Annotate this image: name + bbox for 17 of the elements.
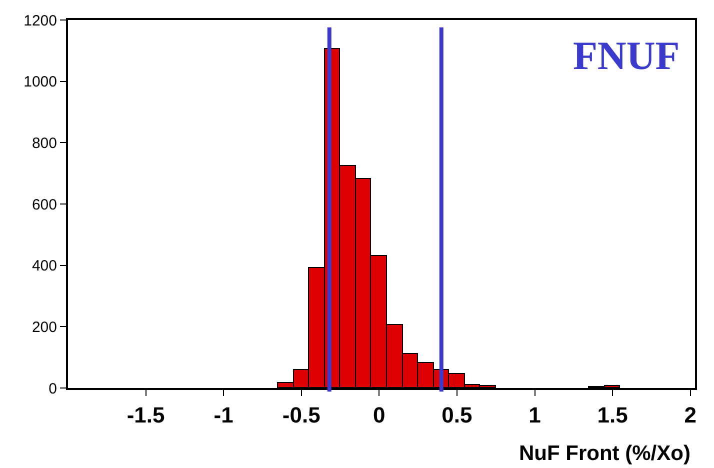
y-tick-label: 1200 xyxy=(24,12,57,30)
x-tick-label: -0.5 xyxy=(282,402,320,428)
y-tick-label: 400 xyxy=(32,258,57,275)
annotation: FNUF xyxy=(573,33,680,78)
x-axis-title: NuF Front (%/Xo) xyxy=(519,442,690,465)
x-tick-label: 0 xyxy=(373,402,386,428)
x-tick-label: 1 xyxy=(528,402,541,428)
x-tick-label: 0.5 xyxy=(442,402,472,428)
y-tick-label: 200 xyxy=(32,318,57,336)
y-tick-label: 0 xyxy=(48,380,57,398)
x-tick-label: -1.5 xyxy=(126,402,165,428)
x-tick-label: -1 xyxy=(214,402,234,428)
y-tick-label: 1000 xyxy=(24,74,57,91)
y-tick-label: 800 xyxy=(32,134,57,152)
y-tick-label: 600 xyxy=(32,196,57,214)
x-tick-label: 1.5 xyxy=(597,402,628,428)
x-tick-label: 2 xyxy=(684,402,696,428)
